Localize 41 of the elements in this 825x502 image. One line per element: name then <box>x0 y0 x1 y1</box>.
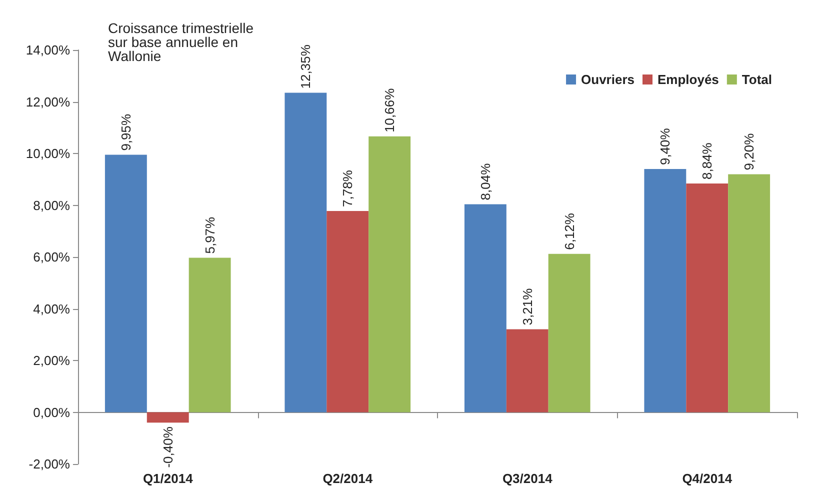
data-label: 3,21% <box>520 288 535 326</box>
x-tick-label: Q1/2014 <box>142 471 194 486</box>
bar <box>368 136 411 412</box>
bar <box>326 210 369 412</box>
bar <box>464 204 506 412</box>
bar <box>146 412 189 423</box>
data-label: 7,78% <box>340 170 356 207</box>
data-label: 9,40% <box>658 128 673 166</box>
data-label: 8,04% <box>478 162 493 200</box>
data-label: 9,20% <box>742 132 757 170</box>
data-label: 5,97% <box>202 216 218 254</box>
data-label: 12,35% <box>298 44 314 89</box>
y-tick-label: 14,00% <box>26 42 70 58</box>
data-label: 9,95% <box>118 113 134 151</box>
legend-label: Employés <box>658 72 719 87</box>
y-tick-label: 8,00% <box>33 198 70 213</box>
legend-label: Ouvriers <box>581 72 635 87</box>
y-tick-label: 2,00% <box>33 353 70 368</box>
data-label: 6,12% <box>562 212 577 250</box>
x-tick-label: Q4/2014 <box>682 471 733 486</box>
bar <box>728 174 770 412</box>
bar <box>284 92 327 412</box>
data-label: -0,40% <box>160 426 176 468</box>
y-tick-label: 4,00% <box>33 301 70 316</box>
bar <box>548 254 590 412</box>
y-tick-label: 10,00% <box>26 146 70 161</box>
legend-label: Total <box>742 72 772 87</box>
y-tick-label: 12,00% <box>26 94 70 110</box>
bar <box>188 258 231 412</box>
chart-title: Croissance trimestrielle sur base annuelle en Wallonie <box>108 20 258 64</box>
bar <box>104 154 147 412</box>
y-tick-label: 0,00% <box>33 404 70 420</box>
bar <box>506 329 548 412</box>
data-label: 8,84% <box>700 142 715 180</box>
bar <box>644 169 686 412</box>
data-label: 10,66% <box>382 88 398 132</box>
bar <box>686 184 728 412</box>
x-tick-label: Q2/2014 <box>322 471 374 486</box>
y-tick-label: -2,00% <box>28 456 70 472</box>
x-tick-label: Q3/2014 <box>502 471 554 486</box>
y-tick-label: 6,00% <box>33 250 70 264</box>
